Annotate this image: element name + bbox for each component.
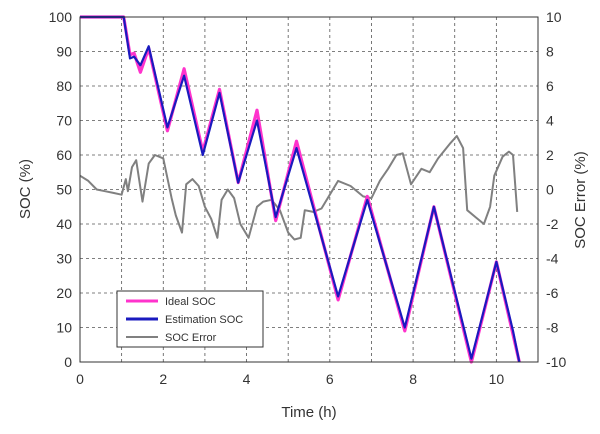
legend-label-ideal-soc: Ideal SOC: [165, 296, 216, 308]
y-left-tick-label: 80: [56, 78, 72, 94]
series-line-estimation-soc: [80, 15, 521, 363]
x-tick-label: 4: [243, 371, 251, 387]
y-left-tick-labels: 0 10 20 30 40 50 60 70 80 90 100: [49, 9, 73, 370]
y-right-tick-label: 10: [546, 9, 562, 25]
legend: Ideal SOC Estimation SOC SOC Error: [116, 290, 264, 348]
x-tick-label: 0: [76, 371, 84, 387]
y-left-axis-title: SOC (%): [17, 159, 34, 219]
y-right-tick-label: 6: [546, 78, 554, 94]
y-right-axis-title: SOC Error (%): [572, 151, 589, 249]
plot-frame: [79, 16, 539, 363]
x-tick-labels: 0 2 4 6 8 10: [76, 371, 504, 387]
legend-label-soc-error: SOC Error: [165, 332, 217, 344]
y-left-tick-label: 10: [56, 320, 72, 336]
series-lines: [79, 15, 521, 364]
x-tick-label: 2: [159, 371, 167, 387]
y-right-tick-label: 2: [546, 147, 554, 163]
legend-label-estimation-soc: Estimation SOC: [165, 314, 243, 326]
y-right-tick-label: -4: [546, 251, 559, 267]
y-right-tick-label: 4: [546, 113, 554, 129]
y-right-tick-label: -6: [546, 285, 559, 301]
y-right-tick-label: -2: [546, 216, 559, 232]
y-left-tick-label: 60: [56, 147, 72, 163]
x-tick-label: 8: [409, 371, 417, 387]
y-right-tick-label: -8: [546, 320, 559, 336]
x-tick-label: 10: [489, 371, 505, 387]
y-right-tick-label: -10: [546, 354, 566, 370]
y-left-tick-label: 70: [56, 113, 72, 129]
x-axis-title: Time (h): [281, 404, 336, 421]
x-tick-label: 6: [326, 371, 334, 387]
y-right-tick-label: 0: [546, 182, 554, 198]
y-left-tick-label: 30: [56, 251, 72, 267]
y-left-tick-label: 90: [56, 44, 72, 60]
y-left-tick-label: 20: [56, 285, 72, 301]
y-left-tick-label: 40: [56, 216, 72, 232]
y-left-tick-label: 0: [64, 354, 72, 370]
y-right-tick-label: 8: [546, 44, 554, 60]
y-left-tick-label: 50: [56, 182, 72, 198]
y-right-tick-labels: -10 -8 -6 -4 -2 0 2 4 6 8 10: [546, 9, 566, 370]
y-left-tick-label: 100: [49, 9, 73, 25]
